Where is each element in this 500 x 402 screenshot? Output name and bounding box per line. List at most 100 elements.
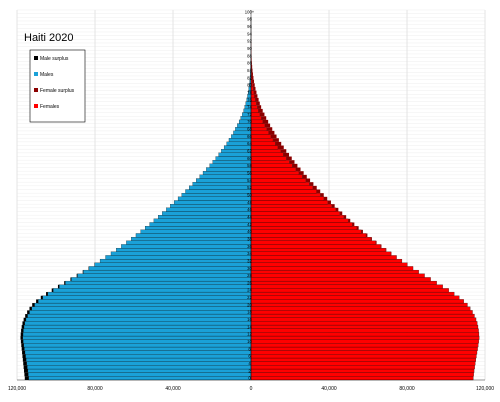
age-label: 32 bbox=[247, 258, 252, 263]
female-surplus-bar bbox=[286, 156, 292, 161]
female-surplus-bar bbox=[273, 138, 279, 142]
male-surplus-bar bbox=[36, 299, 39, 304]
age-label: 70 bbox=[247, 119, 252, 124]
male-surplus-bar bbox=[40, 295, 43, 300]
male-bar bbox=[215, 156, 252, 161]
female-bar bbox=[250, 251, 392, 256]
female-surplus-bar bbox=[252, 79, 255, 84]
female-surplus-bar bbox=[380, 244, 382, 249]
legend-box bbox=[29, 49, 86, 123]
male-bar bbox=[177, 196, 252, 201]
male-bar bbox=[34, 302, 252, 307]
male-bar bbox=[149, 222, 252, 227]
female-bar bbox=[250, 372, 474, 377]
female-surplus-bar bbox=[312, 185, 317, 190]
female-bar bbox=[250, 321, 478, 326]
female-bar bbox=[250, 237, 371, 241]
male-surplus-bar bbox=[25, 314, 28, 318]
male-surplus-bar bbox=[27, 310, 30, 315]
female-surplus-bar bbox=[254, 94, 258, 98]
male-surplus-bar bbox=[22, 358, 27, 362]
male-surplus-bar bbox=[21, 325, 25, 329]
age-label: 16 bbox=[247, 317, 252, 322]
female-surplus-bar bbox=[361, 229, 363, 234]
female-bar bbox=[250, 134, 271, 139]
male-surplus-bar bbox=[20, 336, 23, 340]
male-surplus-bar bbox=[20, 339, 24, 344]
x-tick-label: 40,000 bbox=[321, 386, 337, 392]
age-label: 40 bbox=[247, 229, 252, 234]
male-bar bbox=[110, 251, 252, 256]
female-bar bbox=[250, 156, 287, 161]
male-bar bbox=[53, 288, 252, 293]
female-surplus-bar bbox=[385, 248, 387, 252]
male-surplus-bar bbox=[51, 288, 54, 293]
bars-group bbox=[20, 10, 480, 381]
female-bar bbox=[250, 273, 425, 278]
female-bar bbox=[250, 343, 479, 348]
female-bar bbox=[250, 138, 274, 143]
male-surplus-bar bbox=[21, 328, 24, 333]
male-bar bbox=[218, 152, 252, 157]
female-surplus-bar bbox=[251, 64, 253, 69]
male-bar bbox=[94, 262, 252, 267]
x-tick-label: 0 bbox=[250, 386, 253, 392]
male-surplus-bar bbox=[21, 347, 25, 351]
age-label: 46 bbox=[247, 207, 252, 212]
female-bar bbox=[250, 299, 464, 304]
female-surplus-bar bbox=[309, 182, 314, 186]
age-label: 86 bbox=[247, 61, 252, 66]
female-bar bbox=[250, 200, 328, 205]
male-surplus-bar bbox=[46, 292, 48, 296]
age-label: 20 bbox=[247, 302, 252, 307]
female-surplus-bar bbox=[259, 112, 265, 117]
female-bar bbox=[250, 215, 344, 219]
female-surplus-bar bbox=[298, 171, 304, 175]
male-bar bbox=[126, 240, 252, 245]
female-surplus-bar bbox=[323, 196, 328, 201]
female-bar bbox=[250, 291, 455, 296]
male-surplus-bar bbox=[22, 354, 26, 359]
male-bar bbox=[140, 229, 252, 234]
female-bar bbox=[250, 361, 476, 366]
female-surplus-bar bbox=[266, 127, 273, 131]
female-bar bbox=[250, 313, 475, 318]
female-bar bbox=[250, 182, 310, 186]
male-bar bbox=[28, 372, 252, 377]
female-bar bbox=[250, 112, 260, 117]
male-bar bbox=[116, 247, 252, 252]
male-bar bbox=[209, 163, 252, 168]
male-bar bbox=[38, 299, 252, 304]
male-bar bbox=[199, 174, 252, 179]
female-bar bbox=[250, 196, 325, 201]
female-bar bbox=[250, 284, 443, 289]
female-surplus-bar bbox=[283, 152, 290, 157]
male-bar bbox=[27, 313, 252, 318]
male-surplus-bar bbox=[22, 350, 25, 355]
male-surplus-bar bbox=[20, 332, 24, 337]
age-label: 62 bbox=[247, 149, 252, 154]
male-surplus-bar bbox=[24, 372, 29, 377]
male-bar bbox=[121, 244, 252, 249]
age-label: 80 bbox=[247, 83, 252, 88]
female-surplus-bar bbox=[253, 86, 256, 91]
age-label: 76 bbox=[247, 97, 252, 102]
age-label: 24 bbox=[247, 288, 252, 293]
female-bar bbox=[250, 185, 313, 190]
age-label: 66 bbox=[247, 134, 252, 139]
age-label: 100+ bbox=[245, 9, 255, 14]
female-surplus-bar bbox=[262, 119, 269, 124]
female-surplus-bar bbox=[343, 215, 347, 219]
x-tick-label: 80,000 bbox=[399, 386, 415, 392]
male-bar bbox=[23, 343, 252, 348]
age-label: 48 bbox=[247, 200, 252, 205]
female-surplus-bar bbox=[251, 72, 253, 76]
male-bar bbox=[26, 361, 252, 366]
female-bar bbox=[250, 376, 474, 381]
female-surplus-bar bbox=[251, 61, 252, 65]
x-tick-label: 40,000 bbox=[165, 386, 181, 392]
female-bar bbox=[250, 354, 477, 359]
female-bar bbox=[250, 108, 259, 113]
female-bar bbox=[250, 306, 471, 311]
male-surplus-bar bbox=[23, 317, 26, 322]
